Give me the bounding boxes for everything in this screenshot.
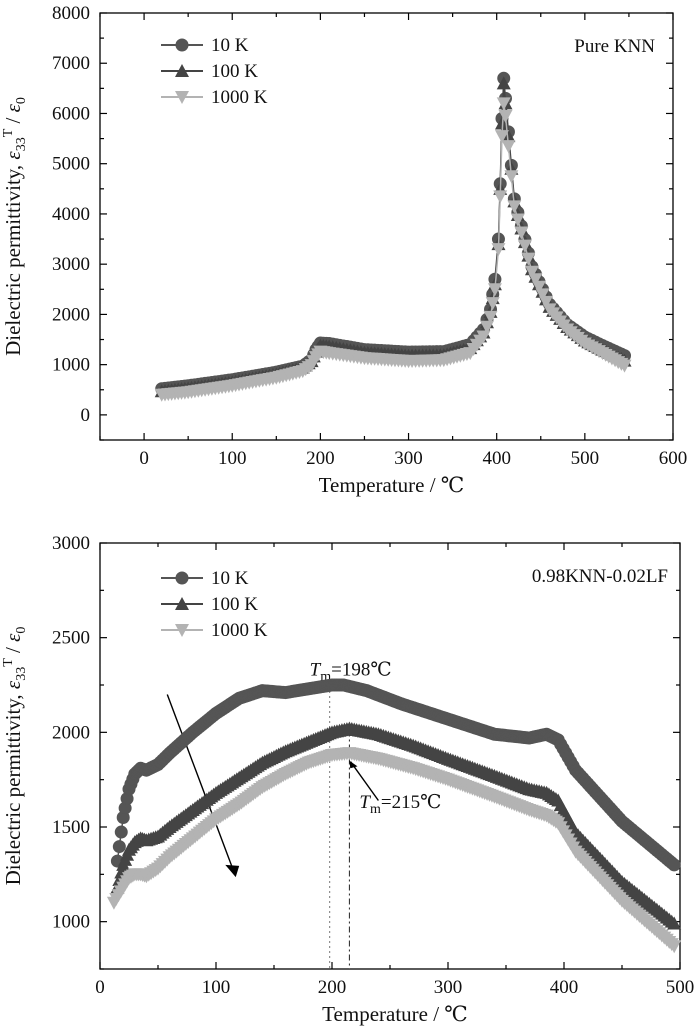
data-point (483, 310, 498, 324)
data-point (617, 359, 632, 373)
series-10-K (110, 678, 681, 872)
tm-215-arrow (349, 761, 379, 801)
y-tick-label: 1000 (52, 912, 90, 933)
legend-entry: 1000 K (211, 87, 268, 108)
data-point (496, 97, 511, 111)
data-point (539, 295, 554, 309)
legend-entry: 100 K (211, 61, 258, 82)
data-point (112, 840, 126, 854)
series-line (116, 684, 675, 866)
chart-title: Pure KNN (574, 36, 655, 57)
data-point (510, 213, 525, 227)
data-point (504, 170, 519, 184)
data-point (507, 200, 522, 214)
x-tick-label: 100 (218, 448, 247, 469)
data-point (493, 190, 508, 204)
data-point (667, 916, 682, 930)
x-tick-label: 400 (482, 448, 511, 469)
y-tick-label: 7000 (52, 53, 90, 74)
legend-marker (175, 91, 189, 104)
data-point (528, 273, 543, 287)
x-tick-label: 0 (139, 448, 149, 469)
y-axis-title: Dielectric permittivity, ε33T / ε0 (1, 97, 29, 356)
data-point (524, 265, 539, 279)
legend-entry: 10 K (211, 35, 249, 56)
y-tick-label: 4000 (52, 204, 90, 225)
y-tick-label: 1000 (52, 355, 90, 376)
data-point (501, 129, 516, 143)
legend: 10 K 100 K 1000 K (161, 568, 268, 641)
y-tick-label: 0 (81, 405, 91, 426)
legend-entry: 100 K (211, 594, 258, 615)
tm-215-arrowhead (349, 760, 358, 769)
data-point (521, 252, 536, 266)
chart-panel-2: 0 100 200 300 400 500 1000 1500 2000 2500 3000 Temp… (1, 533, 694, 1026)
x-tick-label: 0 (95, 977, 105, 998)
series-1000-K (106, 747, 682, 954)
data-point (496, 76, 511, 90)
svg-text:Dielectric permittivity, ε33T: Dielectric permittivity, ε33T / ε0 (1, 97, 29, 356)
legend-marker (175, 38, 189, 52)
legend-entry: 10 K (211, 568, 249, 589)
annotations: Tm=198℃ Tm=215℃ (166, 660, 441, 969)
data-point (535, 288, 550, 302)
x-tick-label: 500 (666, 977, 695, 998)
chart-title: 0.98KNN-0.02LF (532, 566, 668, 587)
data-point (476, 330, 491, 344)
y-tick-label: 8000 (52, 3, 90, 24)
y-tick-label: 2500 (52, 628, 90, 649)
x-axis-title: Temperature / ℃ (322, 1002, 468, 1026)
legend-entry: 1000 K (211, 620, 268, 641)
y-tick-label: 6000 (52, 103, 90, 124)
x-tick-label: 300 (394, 448, 423, 469)
legend-marker (175, 597, 189, 610)
x-tick-label: 200 (306, 448, 335, 469)
x-axis-title: Temperature / ℃ (319, 473, 465, 497)
y-tick-label: 3000 (52, 533, 90, 554)
x-tick-label: 400 (550, 977, 579, 998)
frequency-trend-arrowhead (225, 864, 240, 878)
legend-marker (175, 64, 189, 77)
y-axis-title: Dielectric permittivity, ε33T / ε0 (1, 627, 29, 886)
chart-panel-1: 0 100 200 300 400 500 600010002000300040005000… (1, 3, 687, 497)
data-point (532, 280, 547, 294)
svg-text:Dielectric permittivity, ε33T: Dielectric permittivity, ε33T / ε0 (1, 627, 29, 886)
data-point (114, 825, 128, 839)
data-point (494, 130, 509, 144)
y-tick-label: 1500 (52, 817, 90, 838)
plot-frame (99, 12, 674, 441)
data-point (667, 858, 681, 872)
legend-marker (175, 571, 189, 585)
x-tick-label: 600 (659, 448, 688, 469)
series-100-K (110, 721, 682, 930)
data-point (487, 283, 502, 297)
data-point (485, 297, 500, 311)
series-1000-K (154, 97, 632, 402)
y-tick-label: 5000 (52, 154, 90, 175)
legend-marker (175, 624, 189, 637)
data-point (514, 226, 529, 240)
series-10-K (155, 71, 632, 396)
data-point (491, 243, 506, 257)
y-tick-label: 3000 (52, 254, 90, 275)
legend: 10 K 100 K 1000 K (161, 35, 268, 108)
x-tick-label: 100 (202, 977, 231, 998)
y-tick-label: 2000 (52, 722, 90, 743)
data-point (498, 109, 513, 123)
data-point (517, 239, 532, 253)
data-point (501, 140, 516, 154)
series-line (161, 78, 625, 390)
tm-198-label: Tm=198℃ (310, 660, 392, 685)
x-tick-label: 500 (571, 448, 600, 469)
data-point (667, 940, 682, 954)
y-tick-label: 2000 (52, 304, 90, 325)
data-point (479, 320, 494, 334)
x-tick-label: 200 (318, 977, 347, 998)
x-tick-label: 300 (434, 977, 463, 998)
frequency-trend-arrow (166, 694, 235, 871)
tm-215-label: Tm=215℃ (359, 792, 441, 817)
